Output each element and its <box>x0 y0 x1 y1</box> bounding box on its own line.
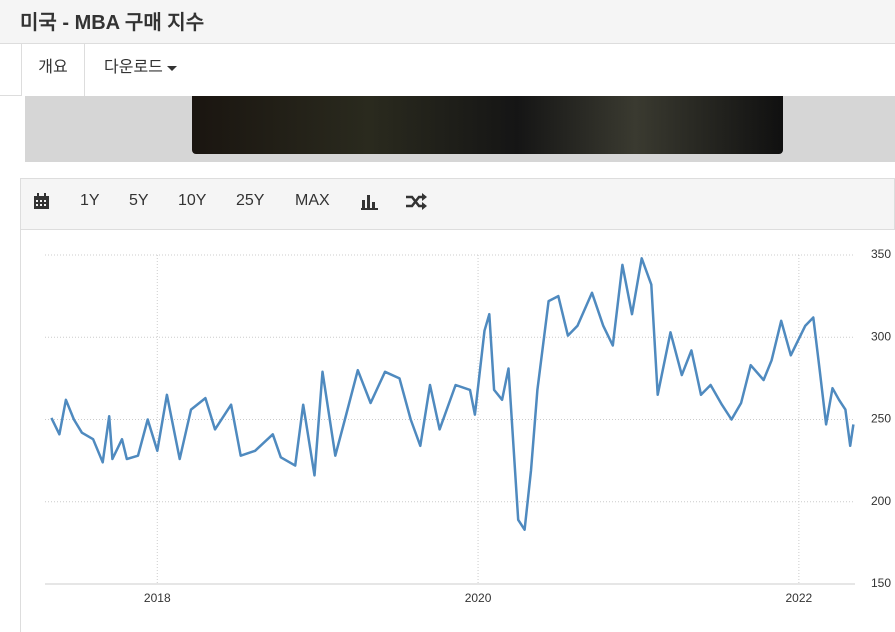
tab[interactable]: 개요 <box>21 44 85 96</box>
x-tick-label: 2022 <box>786 591 813 605</box>
y-tick-label: 300 <box>871 329 891 343</box>
calendar-icon[interactable] <box>33 193 50 210</box>
range-button[interactable]: 5Y <box>129 192 149 209</box>
chart-container <box>20 230 895 632</box>
toolbar <box>20 178 895 230</box>
tab-label[interactable]: 다운로드 <box>104 59 163 76</box>
page-title: 미국 - MBA 구매 지수 <box>20 12 205 34</box>
compare-icon[interactable] <box>405 193 427 210</box>
chart-type-icon[interactable] <box>361 193 379 210</box>
header-bar <box>0 0 895 44</box>
y-tick-label: 150 <box>871 576 891 590</box>
range-button[interactable]: MAX <box>295 192 330 209</box>
data-line <box>50 257 855 531</box>
y-tick-label: 350 <box>871 247 891 261</box>
banner-image <box>192 96 783 154</box>
range-button[interactable]: 25Y <box>236 192 265 209</box>
y-tick-label: 200 <box>871 494 891 508</box>
x-tick-label: 2020 <box>465 591 492 605</box>
caret <box>167 66 178 71</box>
x-tick-label: 2018 <box>144 591 171 605</box>
range-button[interactable]: 10Y <box>178 192 207 209</box>
tab[interactable]: 다운로드 <box>104 44 178 96</box>
chart: 150 200 250 300 350 2018 2020 2022 <box>45 247 891 605</box>
tab-border <box>0 95 21 96</box>
y-tick-label: 250 <box>871 412 891 426</box>
range-button[interactable]: 1Y <box>80 192 100 209</box>
